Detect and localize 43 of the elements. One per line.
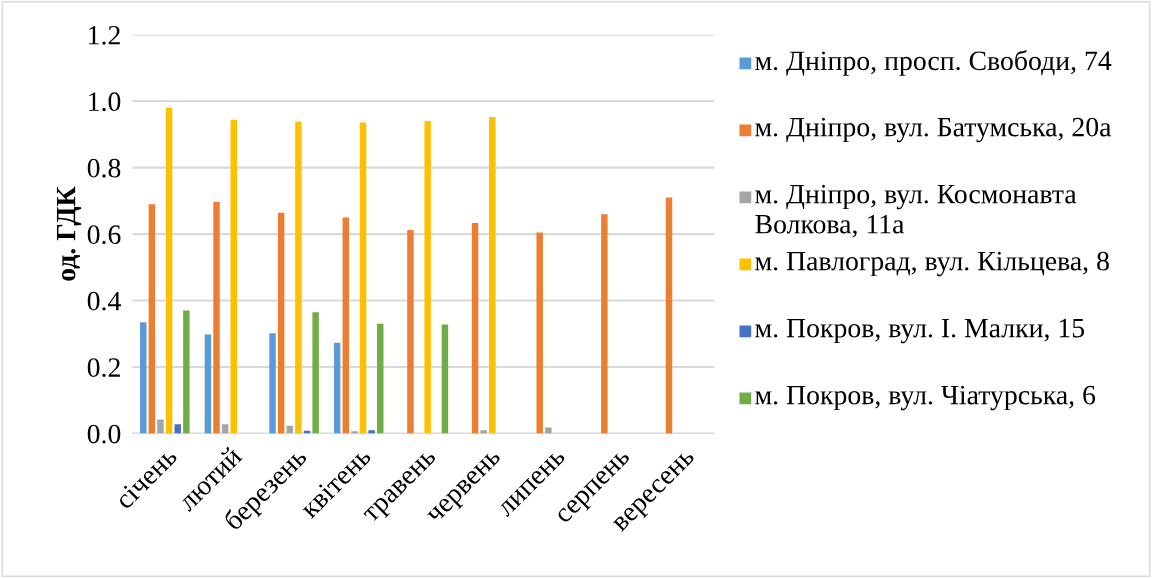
bar (424, 121, 431, 434)
bar (157, 419, 164, 434)
bar (277, 212, 285, 434)
bar (377, 323, 384, 434)
bar (333, 342, 341, 434)
bar (351, 431, 358, 434)
bar (295, 121, 302, 434)
y-tick-label: 0.2 (87, 358, 120, 378)
legend-label: м. Дніпро, просп. Свободи, 74 (755, 50, 1112, 76)
bar (471, 223, 479, 434)
bar (342, 217, 350, 434)
bar (165, 107, 173, 434)
bar (359, 122, 367, 434)
bar (441, 324, 449, 434)
bar (204, 334, 212, 434)
bar (665, 197, 673, 434)
bar (174, 424, 181, 434)
bar (601, 214, 608, 434)
bar (183, 310, 190, 434)
y-tick-label: 1.2 (89, 25, 120, 45)
y-tick-label: 0.4 (87, 291, 121, 311)
legend-label: м. Покров, вул. І. Малки, 15 (755, 318, 1085, 344)
bar (269, 333, 276, 434)
y-tick-label: 0.8 (87, 158, 121, 178)
legend-label: м. Павлоград, вул. Кільцева, 8 (755, 251, 1109, 277)
legend-label: м. Дніпро, вул. Батумська, 20а (755, 117, 1112, 143)
bar (312, 312, 319, 434)
y-axis-title: од. ГДК (56, 186, 82, 281)
bar (368, 430, 375, 434)
y-tick-label: 0.6 (87, 225, 121, 245)
bar (148, 204, 156, 434)
y-tick-label: 1.0 (89, 92, 121, 112)
bar (140, 322, 147, 434)
bar (221, 424, 229, 434)
bar (213, 201, 220, 434)
y-tick-label: 0.0 (87, 424, 121, 444)
bar (407, 230, 414, 434)
legend-label: м. Покров, вул. Чіатурська, 6 (755, 385, 1096, 411)
bar (230, 119, 237, 434)
bar (545, 427, 552, 434)
bar (489, 117, 496, 434)
bar (536, 232, 543, 434)
bar (480, 430, 487, 434)
